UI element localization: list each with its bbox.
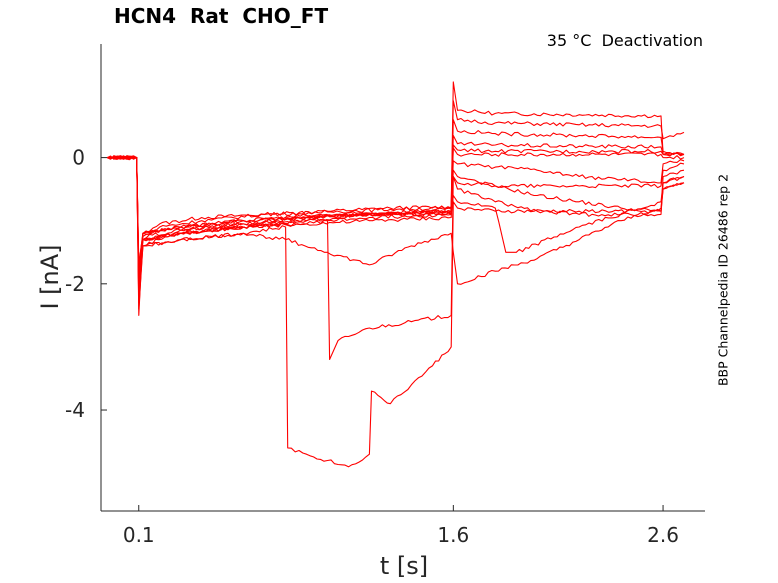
current-trace-6 [107,147,685,266]
current-trace-12 [107,155,685,361]
trace-group [107,81,685,468]
y-tick-label-1: -2 [65,272,85,296]
y-tick-label-2: 0 [72,146,85,170]
current-trace-8 [107,155,685,272]
x-tick-label-1: 1.6 [437,523,469,547]
x-tick-label-0: 0.1 [123,523,155,547]
x-axis-label: t [s] [379,552,429,580]
current-trace-4 [107,134,685,279]
condition-annotation: 35 °C Deactivation [546,31,703,50]
current-trace-9 [107,155,685,266]
current-trace-3 [107,119,685,285]
x-tick-label-2: 2.6 [647,523,679,547]
current-trace-13 [107,155,685,468]
current-trace-1 [107,81,685,316]
chart-title: HCN4 Rat CHO_FT [114,4,329,28]
current-trace-7 [107,155,685,279]
axes-group: 0.1 1.6 2.6 -4 -2 0 [65,44,705,547]
y-tick-label-0: -4 [65,398,85,422]
current-trace-2 [107,100,685,297]
